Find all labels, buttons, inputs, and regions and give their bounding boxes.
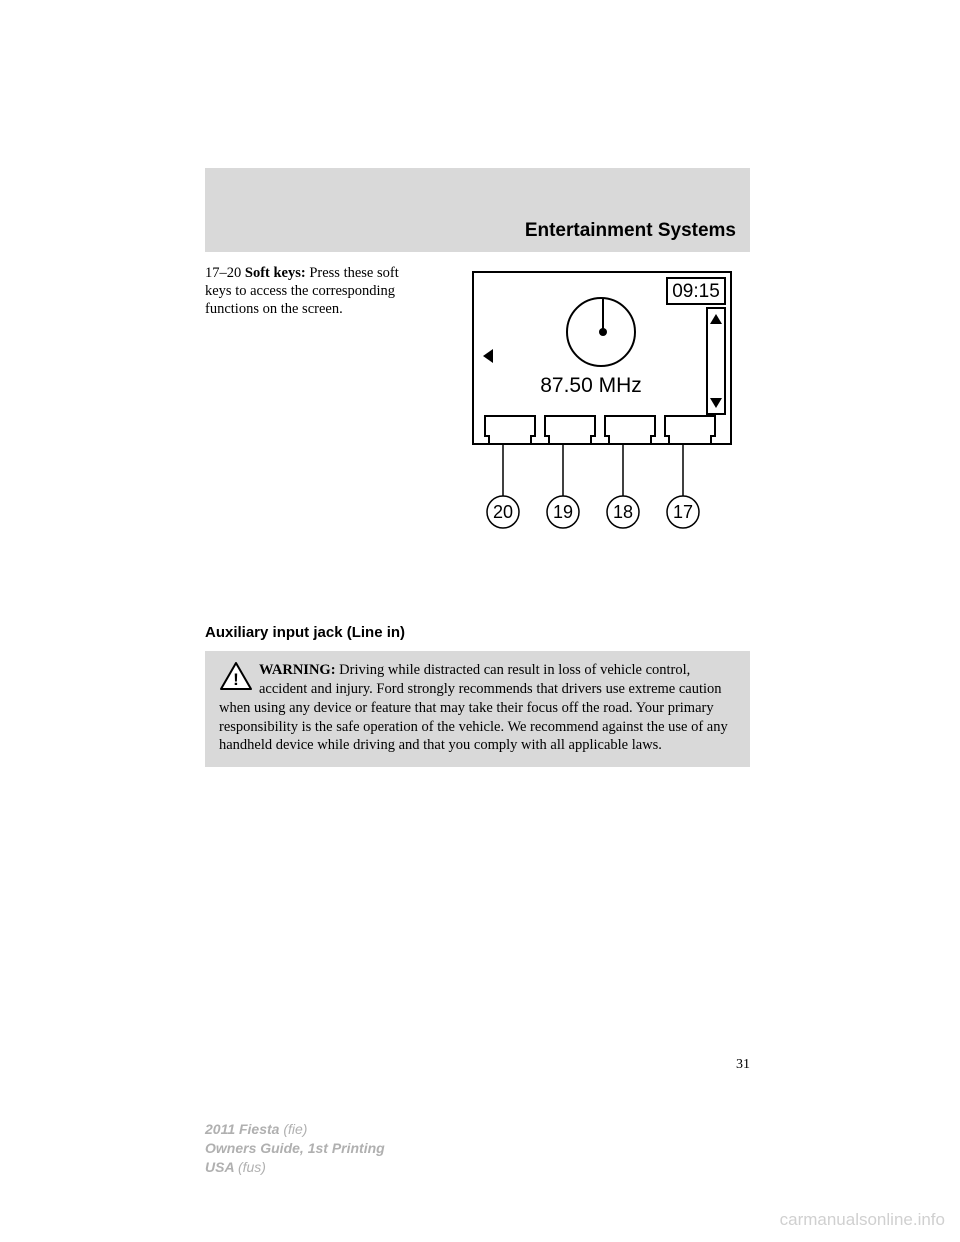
- svg-text:19: 19: [552, 502, 572, 522]
- svg-text:20: 20: [492, 502, 512, 522]
- footer: 2011 Fiesta (fie) Owners Guide, 1st Prin…: [205, 1120, 385, 1177]
- warning-triangle-icon: !: [219, 661, 253, 691]
- para-rest3: functions on the screen.: [205, 301, 343, 317]
- para-bold: Soft keys:: [245, 265, 309, 281]
- header-bar: Entertainment Systems: [205, 168, 750, 252]
- page-number: 31: [205, 1057, 750, 1073]
- warning-label: WARNING:: [259, 662, 339, 678]
- content-row: 17–20 Soft keys: Press these soft keys t…: [205, 264, 750, 544]
- warning-box: ! WARNING: Driving while distracted can …: [205, 651, 750, 767]
- footer-region: USA: [205, 1159, 238, 1175]
- para-rest2: keys to access the corresponding: [205, 283, 395, 299]
- svg-text:18: 18: [612, 502, 632, 522]
- svg-text:17: 17: [672, 502, 692, 522]
- footer-guide: Owners Guide, 1st Printing: [205, 1140, 385, 1156]
- para-rest1: Press these soft: [309, 265, 398, 281]
- watermark: carmanualsonline.info: [780, 1210, 945, 1230]
- svg-text:09:15: 09:15: [672, 281, 720, 302]
- soft-keys-diagram: 09:15 87.50 MHz: [455, 264, 750, 544]
- svg-text:!: !: [233, 670, 239, 689]
- para-range: 17–20: [205, 265, 245, 281]
- footer-region-code: (fus): [238, 1159, 266, 1175]
- diagram-svg: 09:15 87.50 MHz: [463, 264, 743, 544]
- soft-keys-paragraph: 17–20 Soft keys: Press these soft keys t…: [205, 264, 455, 544]
- svg-text:87.50 MHz: 87.50 MHz: [540, 374, 642, 397]
- footer-model-code: (fie): [283, 1121, 307, 1137]
- page-header-title: Entertainment Systems: [525, 220, 736, 242]
- footer-model: 2011 Fiesta: [205, 1121, 283, 1137]
- aux-jack-heading: Auxiliary input jack (Line in): [205, 624, 750, 641]
